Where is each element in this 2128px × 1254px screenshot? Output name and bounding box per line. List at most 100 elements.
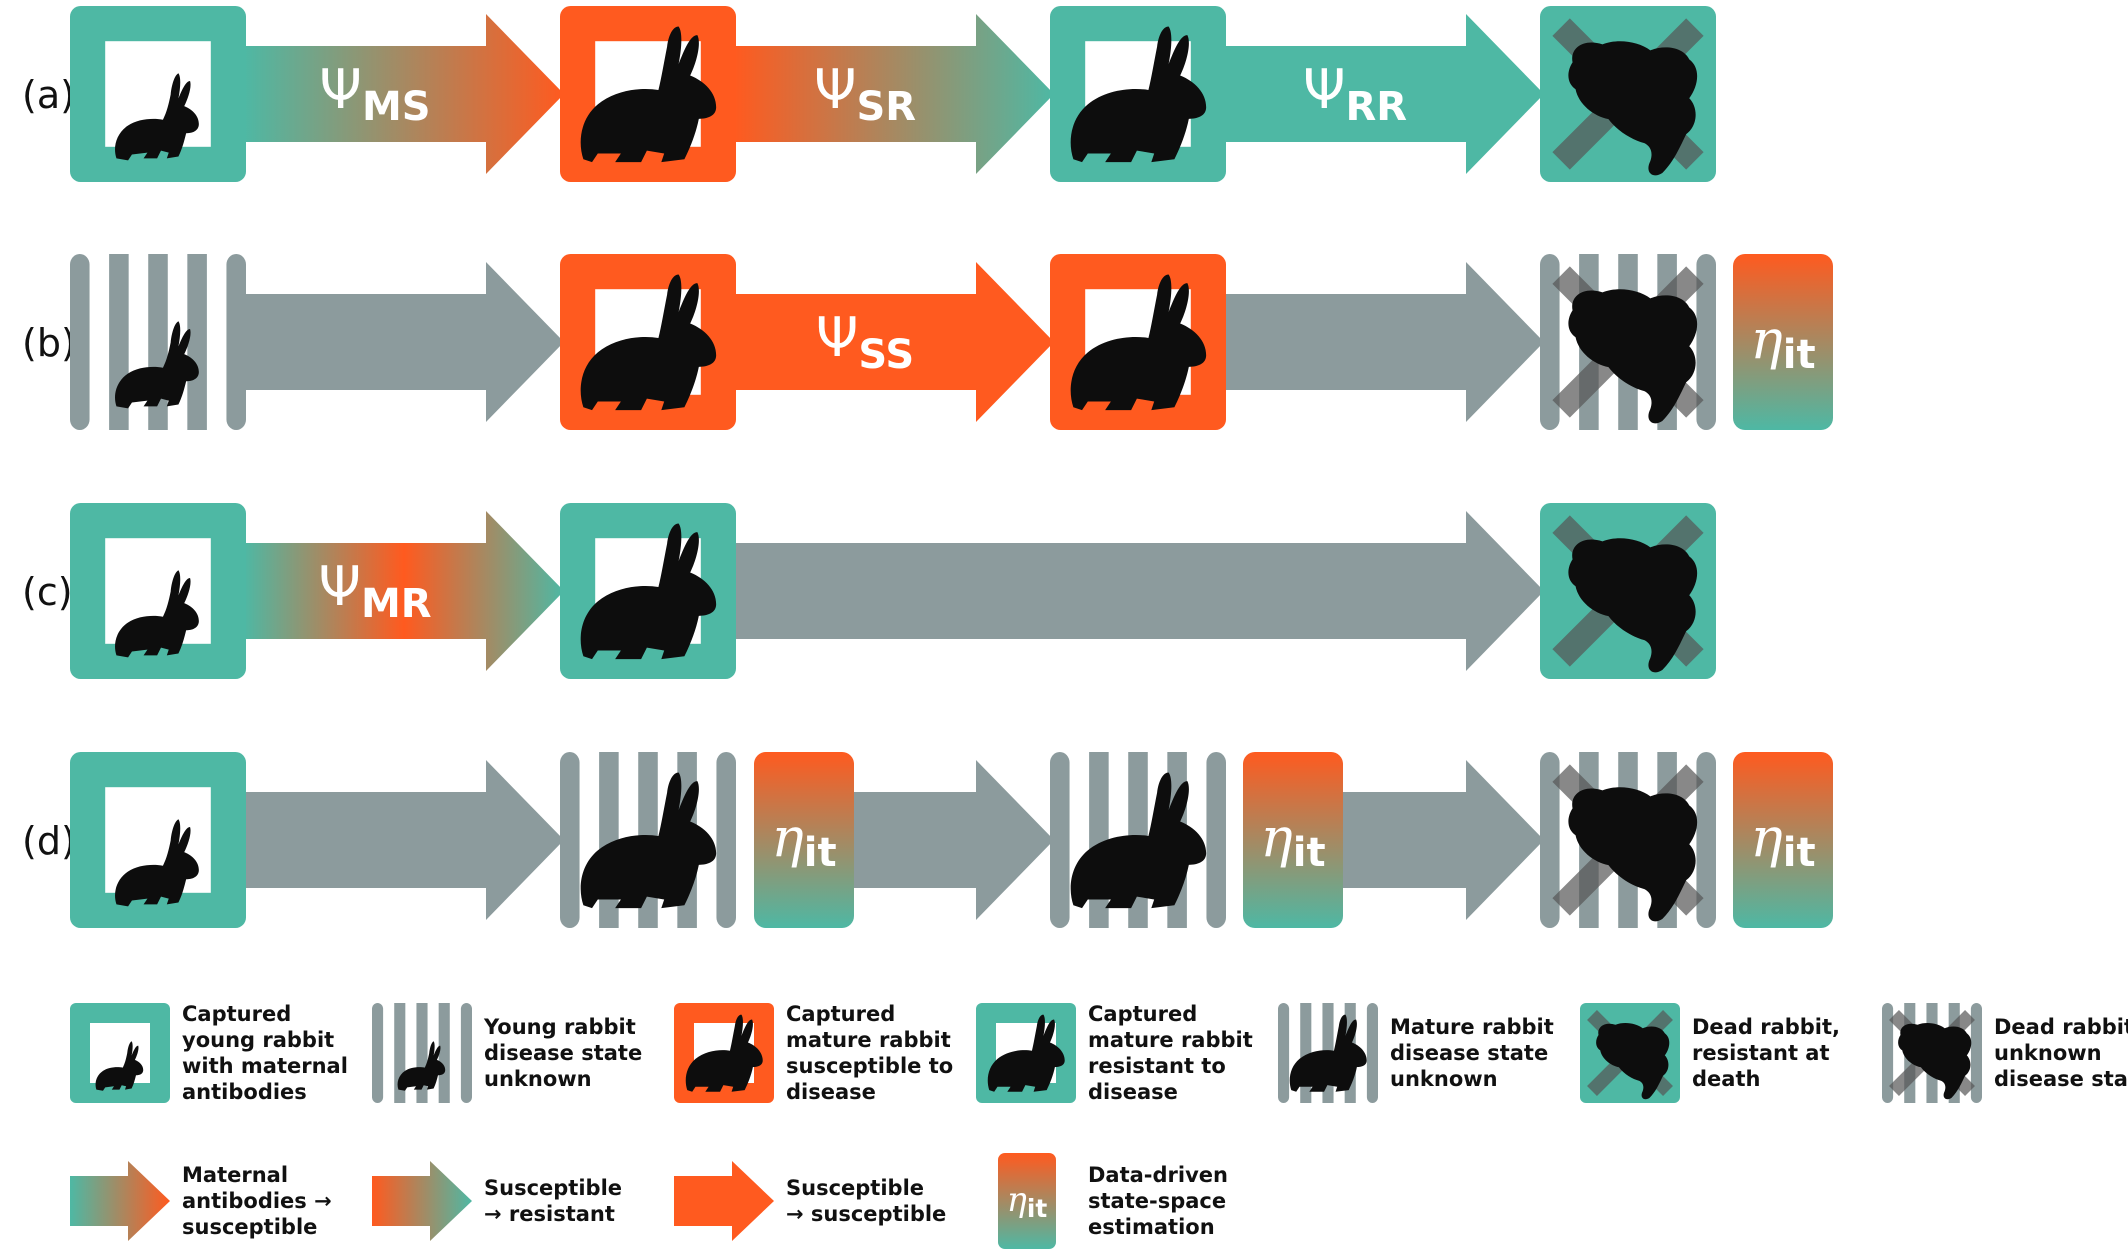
legend-text: disease — [786, 1080, 876, 1104]
legend-text: Data-driven — [1088, 1163, 1228, 1187]
legend-text: Captured — [786, 1002, 895, 1026]
legend-text: unknown — [484, 1067, 592, 1091]
young-unknown-icon — [70, 254, 246, 430]
transition-arrow — [244, 262, 564, 422]
mature-unknown-icon — [1050, 752, 1226, 928]
legend-text: Captured — [182, 1002, 291, 1026]
transition-arrow — [1224, 262, 1544, 422]
eta-symbol: η — [1007, 1180, 1027, 1219]
eta-box: ηit — [754, 752, 854, 928]
diagram-rows: (a) ΨMS ΨSR ΨRR(b) ΨSS ηit(c) ΨMR(d) ηit ηit ηit — [22, 6, 1833, 928]
legend-text: young rabbit — [182, 1028, 334, 1052]
eta-symbol: η — [1750, 308, 1782, 371]
transition-arrow — [734, 511, 1544, 671]
legend-text: estimation — [1088, 1215, 1215, 1239]
legend-text: susceptible — [182, 1215, 317, 1239]
dead-resistant-icon — [1540, 503, 1716, 679]
transition-arrow — [244, 511, 564, 671]
mature-unknown-icon — [560, 752, 736, 928]
eta-box: ηit — [1733, 752, 1833, 928]
dead-resistant-icon — [1580, 1003, 1680, 1103]
young-maternal-icon — [70, 503, 246, 679]
eta-subscript: it — [1293, 830, 1326, 876]
eta-subscript: it — [804, 830, 837, 876]
mature-susceptible-icon — [1050, 254, 1226, 430]
transition-arrow — [244, 760, 564, 920]
legend-text: state-space — [1088, 1189, 1226, 1213]
svg-text:ηit: ηit — [1007, 1180, 1048, 1223]
transition-label: ΨMR — [318, 555, 431, 627]
legend-text: resistant to — [1088, 1054, 1226, 1078]
row-label: (a) — [22, 73, 75, 117]
young-maternal-icon — [70, 1003, 170, 1103]
legend-text: death — [1692, 1067, 1760, 1091]
legend-text: Mature rabbit — [1390, 1015, 1554, 1039]
legend-text: disease state — [484, 1041, 642, 1065]
legend-text: unknown — [1390, 1067, 1498, 1091]
legend-text: disease state — [1390, 1041, 1548, 1065]
legend-item-orange-to-teal: Susceptible→ resistant — [372, 1161, 622, 1241]
transition-arrow — [1224, 14, 1544, 174]
eta-box: ηit — [1243, 752, 1343, 928]
row-3: (d) ηit ηit ηit — [22, 752, 1833, 928]
legend-text: Maternal — [182, 1163, 288, 1187]
legend-text: Dead rabbit, — [1692, 1015, 1840, 1039]
dead-unknown-icon — [1540, 254, 1716, 430]
legend-text: susceptible to — [786, 1054, 953, 1078]
eta-subscript: it — [1027, 1194, 1047, 1223]
mature-resistant-icon — [1050, 6, 1226, 182]
legend-text: antibodies — [182, 1080, 307, 1104]
dead-unknown-icon — [1540, 752, 1716, 928]
row-label: (c) — [22, 570, 73, 614]
eta-box: ηit — [1733, 254, 1833, 430]
young-maternal-icon — [70, 752, 246, 928]
transition-arrow — [734, 14, 1054, 174]
row-label: (d) — [22, 819, 76, 863]
legend-text: Susceptible — [786, 1176, 924, 1200]
legend-text: with maternal — [182, 1054, 348, 1078]
eta-symbol: η — [1750, 806, 1782, 869]
eta-subscript: it — [1783, 332, 1816, 378]
legend-text: mature rabbit — [1088, 1028, 1253, 1052]
legend-text: Young rabbit — [483, 1015, 636, 1039]
svg-text:ηit: ηit — [1750, 806, 1815, 876]
eta-subscript: it — [1783, 830, 1816, 876]
row-0: (a) ΨMS ΨSR ΨRR — [22, 6, 1716, 182]
legend-item-orange: Susceptible→ susceptible — [674, 1161, 946, 1241]
transition-label: ΨMS — [319, 58, 430, 130]
young-unknown-icon — [372, 1003, 472, 1103]
transition-arrow — [1343, 760, 1544, 920]
legend-text: Susceptible — [484, 1176, 622, 1200]
svg-text:ηit: ηit — [771, 806, 836, 876]
mature-susceptible-icon — [560, 6, 736, 182]
orange-arrow-icon — [674, 1161, 774, 1241]
mature-resistant-icon — [976, 1003, 1076, 1103]
eta-symbol: η — [1260, 806, 1292, 869]
legend-text: → susceptible — [786, 1202, 946, 1226]
svg-text:ηit: ηit — [1750, 308, 1815, 378]
transition-arrow — [244, 14, 564, 174]
transition-label: ΨSS — [816, 306, 914, 378]
legend-text: disease — [1088, 1080, 1178, 1104]
legend-text: mature rabbit — [786, 1028, 951, 1052]
orange-to-teal-arrow-icon — [372, 1161, 472, 1241]
legend-text: Captured — [1088, 1002, 1197, 1026]
eta-icon: ηit — [998, 1153, 1056, 1249]
eta-symbol: η — [771, 806, 803, 869]
svg-text:ηit: ηit — [1260, 806, 1325, 876]
legend-text: resistant at — [1692, 1041, 1830, 1065]
row-1: (b) ΨSS ηit — [22, 254, 1833, 430]
mature-susceptible-icon — [560, 254, 736, 430]
transition-arrow — [854, 760, 1054, 920]
